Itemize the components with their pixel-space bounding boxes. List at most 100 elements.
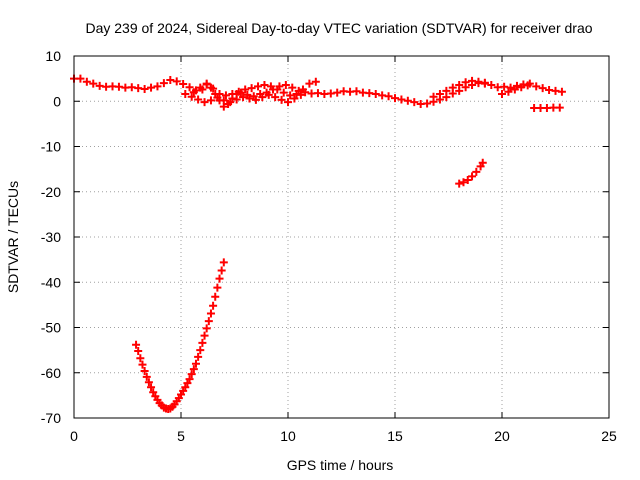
data-point	[219, 258, 228, 267]
data-point	[179, 80, 188, 89]
y-tick-label: -10	[41, 139, 61, 155]
data-point	[136, 354, 145, 363]
data-point	[132, 340, 141, 349]
data-point	[138, 360, 147, 369]
data-point	[185, 375, 194, 384]
y-tick-label: -20	[41, 184, 61, 200]
data-point	[279, 88, 288, 97]
data-point	[241, 85, 250, 94]
series-main-band	[70, 74, 566, 111]
data-point	[538, 84, 547, 93]
data-point	[352, 87, 361, 96]
data-point	[202, 324, 211, 333]
data-point	[258, 93, 267, 102]
data-point	[217, 266, 226, 275]
data-point	[134, 347, 143, 356]
data-point	[463, 175, 472, 184]
data-point	[403, 96, 412, 105]
data-point	[140, 366, 149, 375]
x-tick-label: 10	[280, 428, 296, 444]
series-arc-near-19h	[455, 158, 487, 188]
data-point	[181, 90, 190, 99]
data-point	[290, 94, 299, 103]
y-tick-label: -70	[41, 410, 61, 426]
data-point	[281, 80, 290, 89]
grid-lines	[74, 56, 609, 418]
x-tick-label: 0	[70, 428, 78, 444]
y-tick-label: 0	[53, 93, 61, 109]
data-point	[254, 82, 263, 91]
data-point	[189, 88, 198, 97]
data-point	[504, 87, 513, 96]
data-point	[144, 378, 153, 387]
data-point	[277, 95, 286, 104]
data-point	[284, 98, 292, 107]
data-point	[273, 85, 282, 94]
data-point	[232, 95, 241, 104]
data-point	[211, 292, 220, 301]
data-point	[89, 79, 98, 88]
data-point	[234, 87, 243, 96]
data-point	[226, 98, 235, 107]
data-point	[442, 86, 451, 95]
y-tick-label: -40	[41, 274, 61, 290]
data-point	[194, 95, 203, 104]
y-tick-label: -50	[41, 320, 61, 336]
data-point	[264, 90, 273, 99]
data-point	[506, 83, 515, 92]
x-axis-label: GPS time / hours	[287, 457, 394, 473]
data-point	[557, 87, 566, 96]
data-point	[221, 91, 230, 100]
data-point	[478, 158, 487, 167]
data-point	[172, 77, 181, 86]
data-point	[371, 90, 380, 99]
series-upper-branch	[189, 76, 532, 101]
data-point	[159, 79, 168, 88]
data-point	[204, 317, 213, 326]
data-point	[191, 359, 200, 368]
data-point	[194, 352, 203, 361]
data-point	[196, 83, 205, 92]
data-point	[189, 365, 198, 374]
data-point	[202, 80, 211, 89]
data-point	[200, 331, 209, 340]
data-point	[219, 96, 228, 105]
data-point	[187, 92, 196, 101]
data-point	[215, 274, 224, 283]
data-point	[384, 92, 393, 101]
data-point	[153, 82, 162, 91]
data-point	[459, 178, 468, 187]
data-point	[198, 338, 207, 347]
data-point	[333, 88, 342, 97]
data-point	[429, 92, 438, 101]
data-point	[397, 95, 406, 104]
data-point	[147, 83, 156, 92]
data-points	[70, 74, 566, 413]
data-point	[228, 90, 237, 99]
y-tick-label: -30	[41, 229, 61, 245]
data-point	[209, 301, 218, 310]
data-point	[286, 91, 295, 100]
data-point	[140, 85, 149, 94]
data-point	[187, 370, 196, 379]
y-tick-label: 10	[45, 48, 61, 64]
data-point	[480, 79, 489, 88]
data-point	[266, 82, 275, 91]
x-tick-labels: 0 5 10 15 20 25	[70, 428, 617, 444]
chart-title: Day 239 of 2024, Sidereal Day-to-day VTE…	[85, 20, 592, 36]
data-point	[391, 94, 399, 103]
axis-ticks	[73, 55, 610, 419]
y-tick-label: -60	[41, 365, 61, 381]
data-point	[245, 94, 254, 103]
y-tick-labels: 10 0 -10 -20 -30 -40 -50 -60 -70	[41, 48, 61, 426]
data-point	[149, 388, 158, 397]
data-point	[448, 83, 457, 92]
x-tick-label: 15	[387, 428, 403, 444]
data-point	[461, 78, 470, 87]
data-point	[166, 75, 175, 84]
x-tick-label: 20	[494, 428, 510, 444]
data-point	[185, 83, 194, 92]
data-point	[213, 93, 222, 102]
data-point	[455, 80, 464, 89]
data-point	[142, 372, 151, 381]
